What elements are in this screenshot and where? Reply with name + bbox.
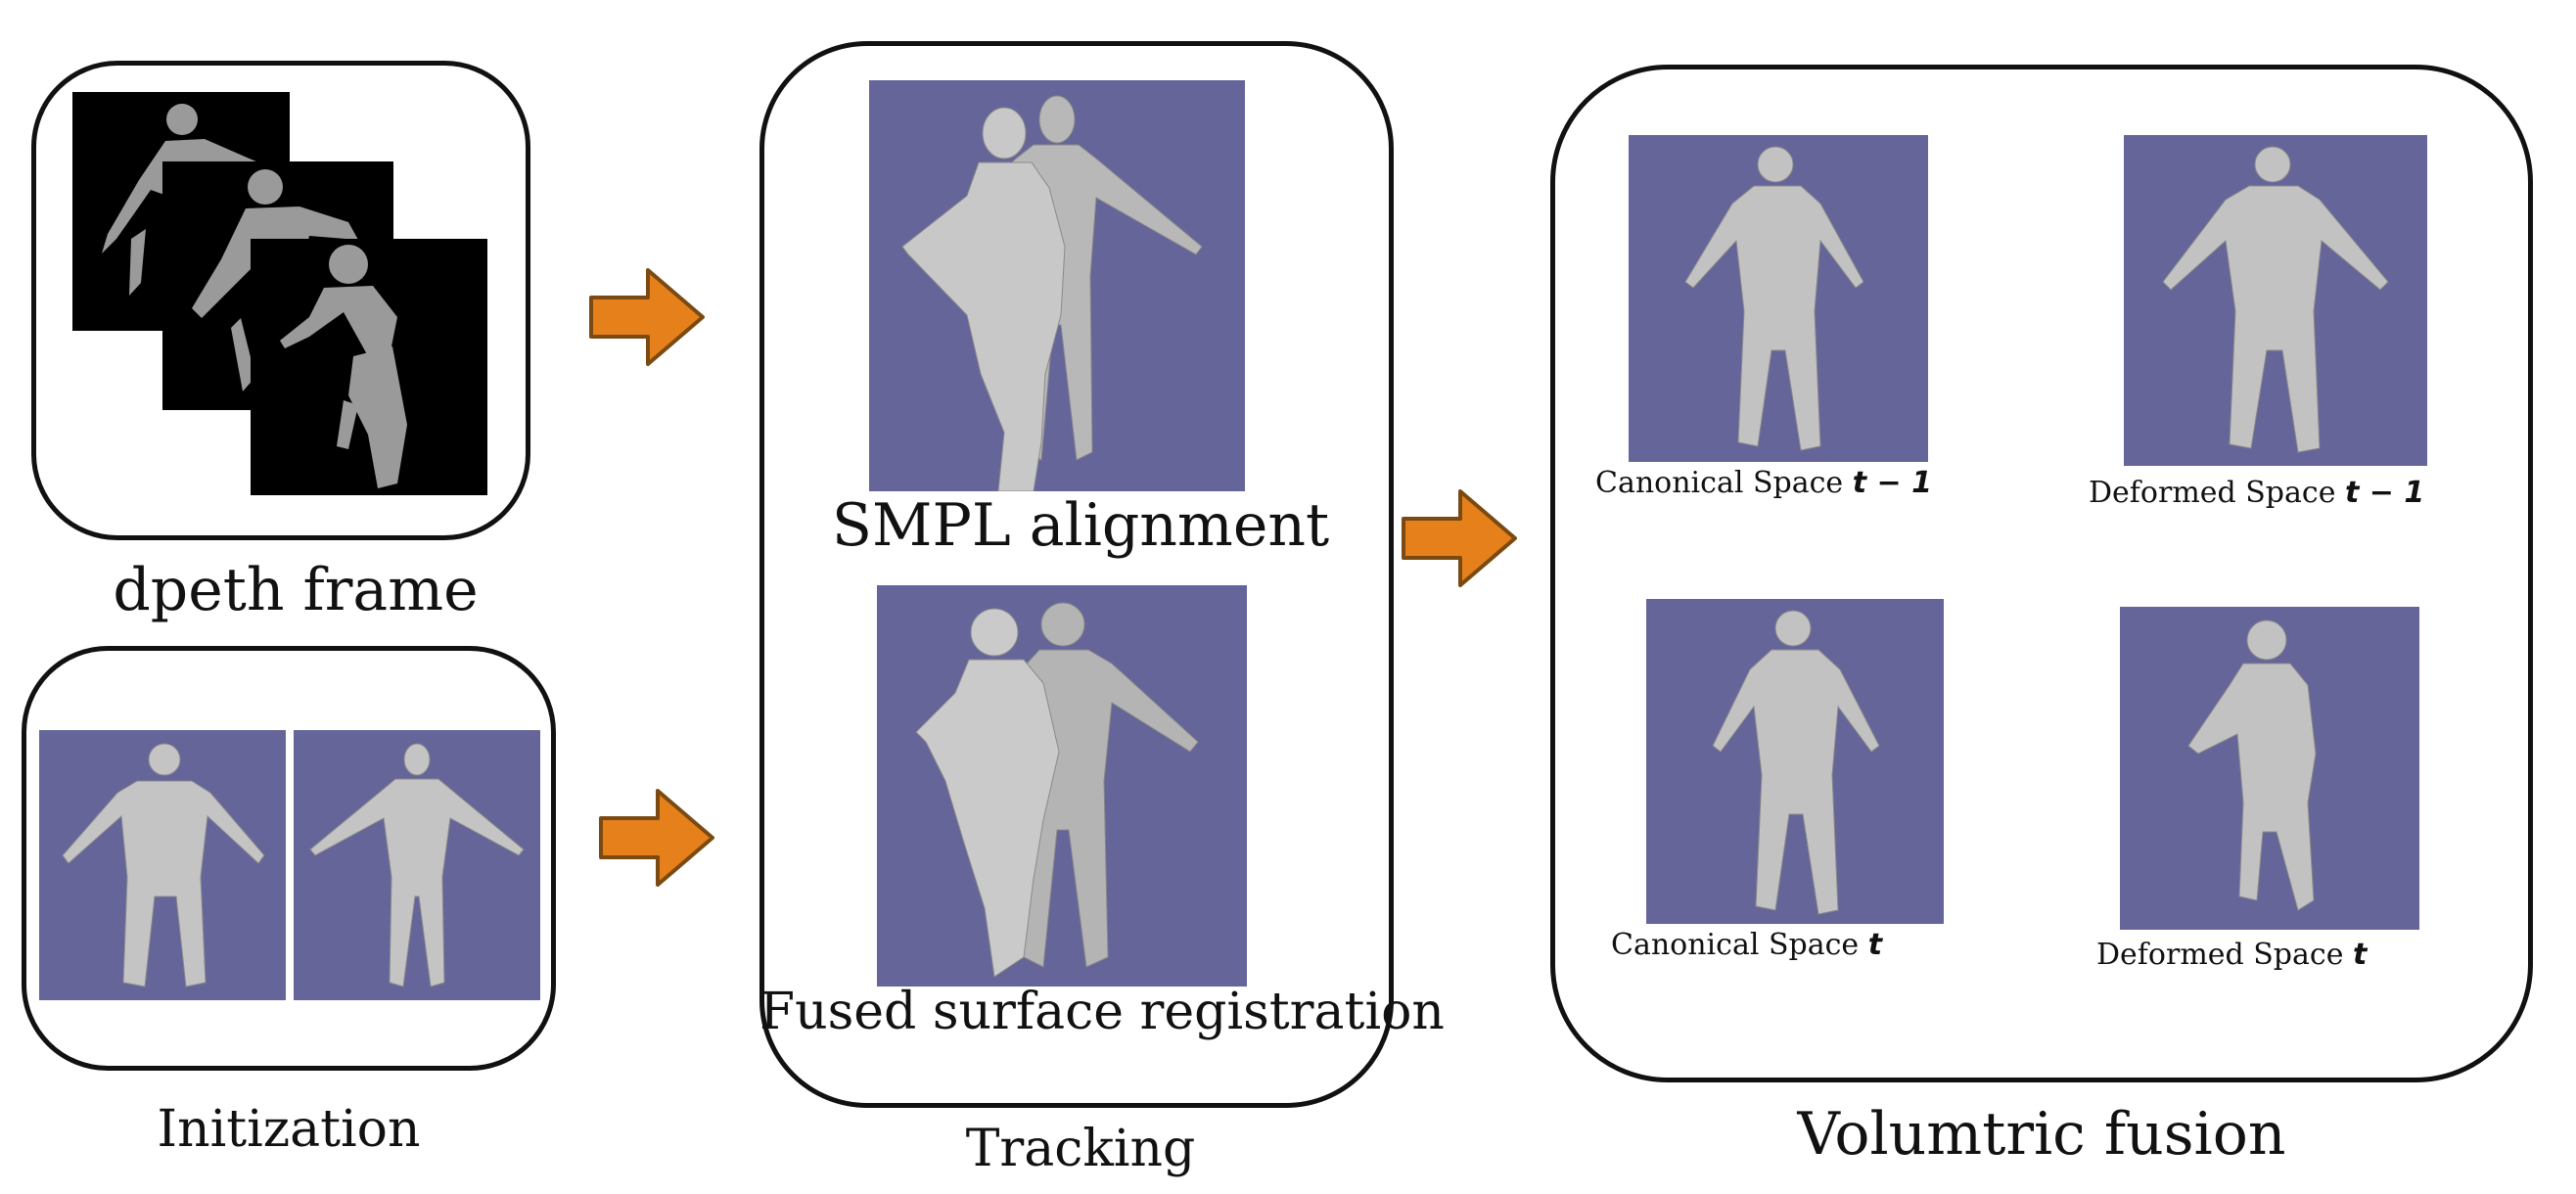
scanned-body-mesh <box>62 743 265 987</box>
fused-registration-panel <box>877 585 1247 987</box>
deformed-cur-text: Deformed Space <box>2096 938 2344 972</box>
smpl-body-mesh <box>309 743 525 987</box>
arrow-depth-to-tracking <box>589 268 705 366</box>
canonical-cur-panel <box>1646 599 1944 924</box>
deformed-cur-symbol: t <box>2353 938 2368 972</box>
deformed-prev-panel <box>2124 135 2427 466</box>
depth-image-3 <box>251 239 487 495</box>
canonical-cur-text: Canonical Space <box>1611 928 1860 962</box>
fused-registration-label: Fused surface registration <box>759 983 1445 1041</box>
smpl-alignment-label: SMPL alignment <box>831 491 1330 560</box>
deformed-prev-label: Deformed Space t − 1 <box>2089 476 2461 510</box>
deformed-prev-symbol: t − 1 <box>2345 476 2425 510</box>
fused-surface-meshes <box>915 602 1199 978</box>
canonical-prev-text: Canonical Space <box>1595 466 1844 500</box>
initialization-label: Initization <box>157 1100 421 1159</box>
deformed-cur-panel <box>2120 607 2419 930</box>
deformed-cur-label: Deformed Space t <box>2096 938 2449 972</box>
depth-frame-label: dpeth frame <box>113 556 479 624</box>
tracking-label: Tracking <box>965 1120 1196 1178</box>
volumetric-fusion-label: Volumtric fusion <box>1797 1100 2286 1169</box>
canonical-cur-mesh <box>1712 610 1880 915</box>
deformed-prev-mesh <box>2162 146 2389 453</box>
canonical-prev-panel <box>1629 135 1928 462</box>
canonical-cur-label: Canonical Space t <box>1611 928 1963 962</box>
canonical-prev-mesh <box>1684 146 1864 451</box>
canonical-prev-symbol: t − 1 <box>1852 466 1932 500</box>
init-scan-panel <box>39 730 286 1000</box>
canonical-cur-symbol: t <box>1867 928 1883 962</box>
arrow-init-to-tracking <box>599 789 714 887</box>
smpl-alignment-meshes <box>901 95 1203 491</box>
arrow-tracking-to-fusion <box>1402 489 1517 587</box>
depth-silhouette-3 <box>280 245 407 488</box>
deformed-prev-text: Deformed Space <box>2089 476 2336 510</box>
canonical-prev-label: Canonical Space t − 1 <box>1595 466 1948 500</box>
deformed-cur-mesh <box>2187 620 2317 911</box>
smpl-alignment-panel <box>869 80 1245 491</box>
init-smpl-panel <box>294 730 540 1000</box>
